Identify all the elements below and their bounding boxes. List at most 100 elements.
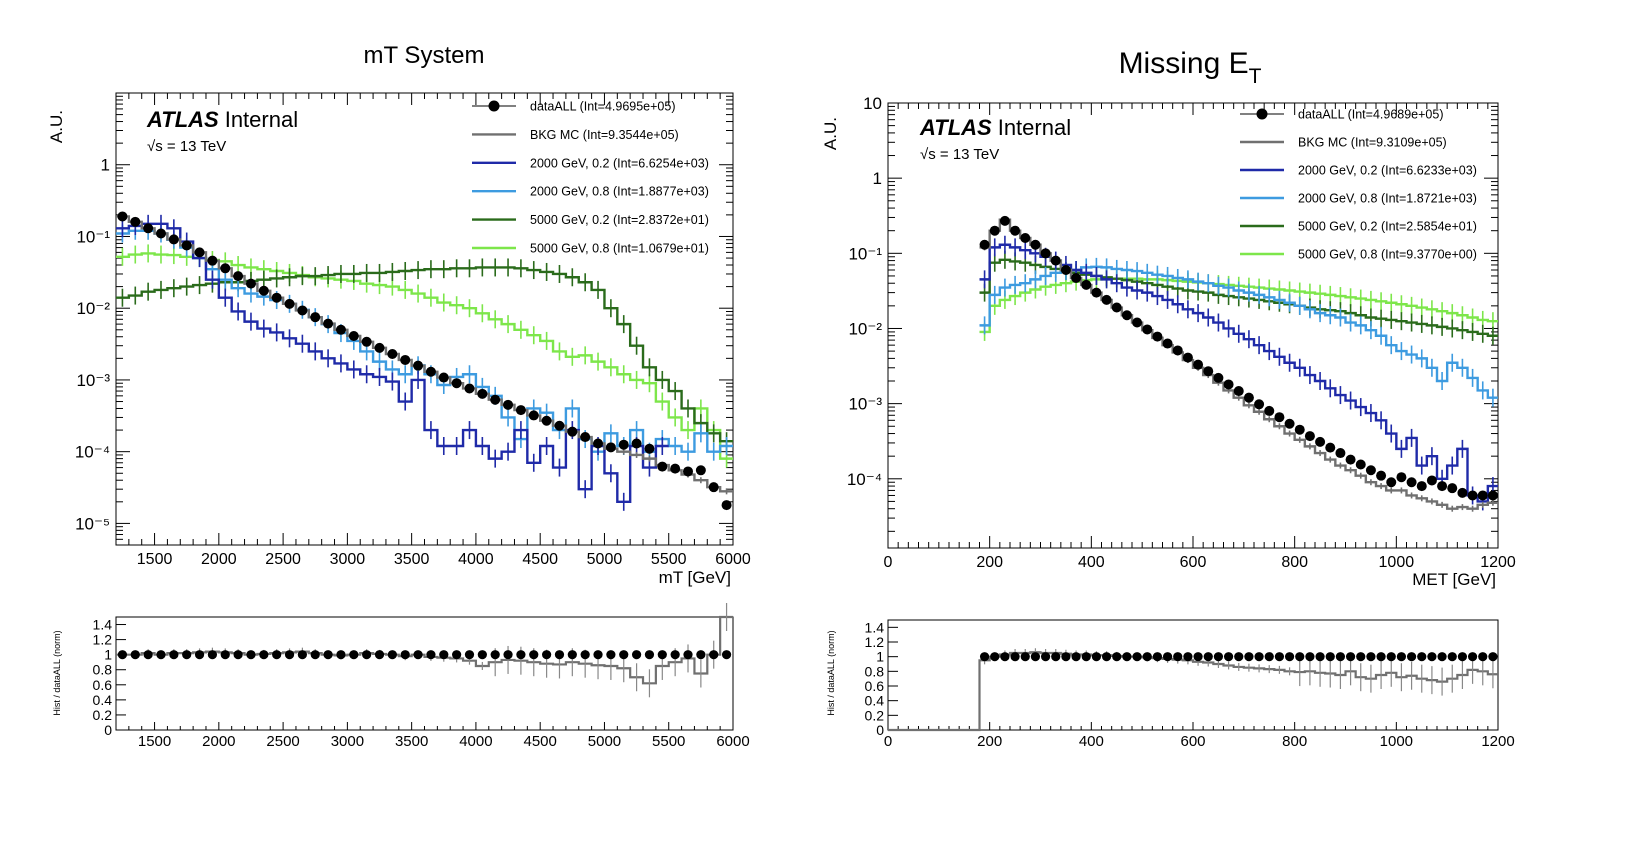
- ratio-data-point: [1173, 652, 1183, 662]
- data-point: [207, 255, 218, 266]
- ratio-data-point: [156, 650, 166, 660]
- y-tick-label: 1: [101, 156, 110, 175]
- series-2: [979, 235, 1498, 511]
- ratio-data-point: [259, 650, 269, 660]
- data-point: [1223, 379, 1234, 390]
- ratio-data-point: [516, 650, 526, 660]
- ratio-data-point: [593, 650, 603, 660]
- ratio-data-point: [1295, 652, 1305, 662]
- series-0: [117, 211, 732, 511]
- data-point: [1020, 232, 1031, 243]
- ratio-x-tick-label: 5000: [588, 733, 621, 750]
- data-point: [631, 438, 642, 449]
- ratio-data-point: [1223, 652, 1234, 662]
- data-point: [1142, 324, 1153, 335]
- x-tick-label: 3500: [394, 551, 430, 568]
- data-point: [425, 366, 436, 377]
- ratio-data-point: [1478, 652, 1488, 662]
- legend-label: BKG MC (Int=9.3544e+05): [530, 128, 679, 142]
- y-axis-label: A.U.: [47, 110, 66, 143]
- data-point: [554, 420, 565, 431]
- atlas-label: ATLAS Internal: [919, 115, 1071, 140]
- data-point: [1457, 487, 1468, 498]
- data-point: [1152, 331, 1163, 342]
- ratio-y-tick-label: 0.2: [865, 707, 885, 723]
- data-point: [323, 318, 334, 329]
- chart-title: Missing ET: [1119, 47, 1262, 88]
- chart-2: Missing ETA.U.MET [GeV]0 200 400 600 800 1000…: [821, 47, 1516, 750]
- ratio-y-tick-label: 0: [104, 722, 112, 738]
- x-tick-label: 800: [1281, 554, 1308, 571]
- x-tick-label: 3000: [330, 551, 366, 568]
- ratio-data-point: [413, 650, 423, 660]
- data-point: [1386, 477, 1397, 488]
- legend-entry: 5000 GeV, 0.8 (Int=9.3770e+00): [1240, 248, 1477, 262]
- ratio-data-point: [169, 650, 179, 660]
- ratio-data-point: [1345, 652, 1356, 662]
- ratio-data-point: [272, 650, 282, 660]
- x-tick-label: 200: [976, 554, 1003, 571]
- ratio-data-point: [1101, 652, 1112, 662]
- ratio-data-point: [567, 650, 577, 660]
- chart-title-text: mT System: [364, 42, 485, 69]
- ratio-x-tick-label: 1200: [1481, 733, 1514, 750]
- energy-label: √s = 13 TeV: [147, 138, 226, 155]
- data-point: [541, 415, 552, 426]
- ratio-data-point: [1386, 652, 1396, 662]
- data-point: [1477, 490, 1488, 501]
- ratio-data-point: [477, 650, 487, 660]
- x-tick-label: 5000: [587, 551, 623, 568]
- ratio-data-point: [619, 650, 629, 660]
- ratio-data-point: [721, 650, 732, 660]
- ratio-data-point: [1284, 652, 1295, 662]
- ratio-data-point: [606, 650, 616, 660]
- data-point: [1060, 264, 1071, 275]
- ratio-data-point: [1183, 652, 1193, 662]
- data-point: [1284, 418, 1295, 429]
- ratio-data-point: [220, 650, 230, 660]
- ratio-data-point: [1447, 652, 1457, 662]
- ratio-data-point: [1254, 652, 1264, 662]
- ratio-data-point: [374, 650, 385, 660]
- data-point: [400, 354, 411, 365]
- ratio-x-tick-label: 400: [1079, 733, 1104, 750]
- data-point: [143, 223, 154, 234]
- data-point: [721, 500, 732, 511]
- data-point: [1162, 338, 1173, 349]
- data-point: [1406, 477, 1417, 488]
- ratio-data-point: [1274, 652, 1285, 662]
- x-axis-label: mT [GeV]: [659, 568, 731, 587]
- ratio-data-point: [1030, 652, 1041, 662]
- series-2: [116, 214, 669, 511]
- ratio-data-point: [542, 650, 552, 660]
- ratio-data-point: [1020, 652, 1030, 662]
- data-point: [348, 330, 359, 341]
- ratio-x-tick-label: 6000: [716, 733, 749, 750]
- data-point: [361, 336, 372, 347]
- legend-entry: BKG MC (Int=9.3109e+05): [1240, 136, 1447, 150]
- atlas-label: ATLAS Internal: [146, 107, 298, 132]
- data-point: [605, 442, 616, 453]
- ratio-data-point: [233, 650, 243, 660]
- ratio-data-point: [1264, 652, 1274, 662]
- x-tick-label: 0: [884, 554, 893, 571]
- x-tick-label: 1000: [1379, 554, 1415, 571]
- ratio-data-point: [1356, 652, 1366, 662]
- data-point: [1315, 436, 1326, 447]
- data-point: [1396, 472, 1407, 483]
- data-point: [374, 342, 385, 353]
- data-point: [194, 247, 205, 258]
- ratio-data-point: [490, 650, 500, 660]
- ratio-data-point: [1193, 652, 1203, 662]
- ratio-data-point: [387, 650, 397, 660]
- data-point: [1304, 431, 1315, 442]
- ratio-y-tick-label: 1.4: [93, 617, 113, 633]
- data-point: [1111, 302, 1122, 313]
- data-point: [1416, 481, 1427, 492]
- ratio-y-tick-label: 0.8: [865, 663, 885, 679]
- data-point: [233, 271, 244, 282]
- data-point: [1426, 475, 1437, 486]
- y-tick-label: 10⁻⁴: [847, 470, 882, 489]
- ratio-data-point: [1315, 652, 1325, 662]
- data-point: [708, 482, 719, 493]
